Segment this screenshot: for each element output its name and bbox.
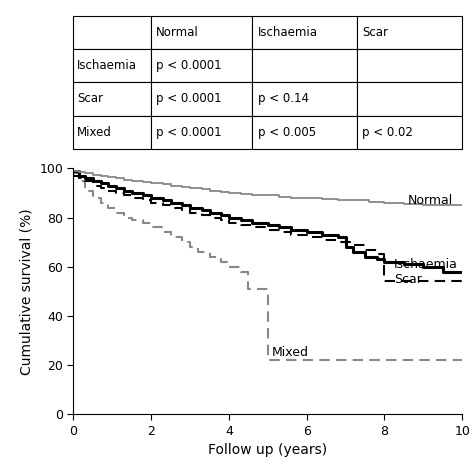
Text: Ischaemia: Ischaemia — [394, 258, 458, 271]
X-axis label: Follow up (years): Follow up (years) — [208, 443, 328, 457]
Text: Normal: Normal — [408, 194, 453, 207]
Text: Mixed: Mixed — [272, 346, 309, 359]
Text: Scar: Scar — [394, 272, 422, 285]
Y-axis label: Cumulative survival (%): Cumulative survival (%) — [19, 208, 34, 375]
